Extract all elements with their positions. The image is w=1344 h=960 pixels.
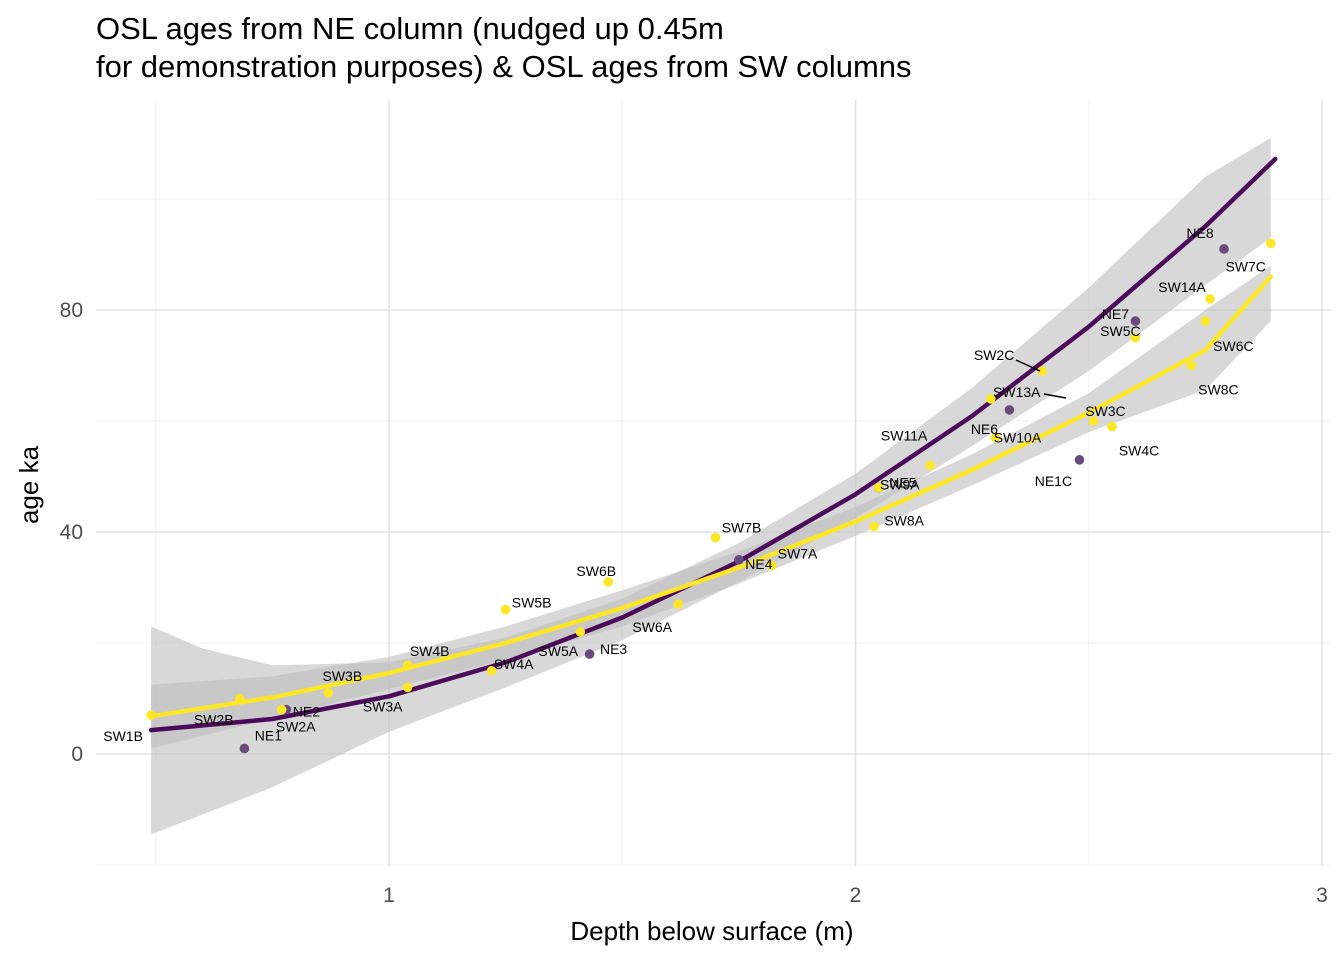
data-point-sw13a: [985, 394, 996, 404]
chart-title: OSL ages from NE column (nudged up 0.45m…: [96, 10, 912, 86]
point-label-sw9a: SW9A: [880, 477, 920, 493]
point-label-sw3b: SW3B: [323, 668, 363, 684]
data-point-sw3c: [1088, 416, 1099, 426]
y-tick-label: 0: [71, 743, 83, 766]
data-point-sw10a: [990, 432, 1001, 443]
y-tick-label: 80: [60, 299, 83, 322]
point-label-sw6c: SW6C: [1213, 338, 1253, 354]
point-label-sw10a: SW10A: [994, 430, 1042, 446]
point-label-ne7: NE7: [1102, 306, 1129, 322]
y-axis-title: age ka: [14, 445, 44, 524]
point-label-sw2b: SW2B: [194, 712, 234, 728]
point-label-ne6: NE6: [971, 421, 998, 437]
data-point-sw2a: [276, 704, 287, 715]
data-point-sw4b: [402, 660, 413, 670]
chart-title-line1: OSL ages from NE column (nudged up 0.45m: [96, 11, 724, 46]
tick-labels: 1 2 3 0 40 80: [60, 299, 1328, 907]
data-point-sw4c: [1107, 421, 1117, 432]
data-point-sw14a: [1205, 294, 1215, 304]
data-point-sw6c: [1200, 316, 1211, 326]
data-point-sw8c: [1186, 360, 1197, 371]
point-label-sw14a: SW14A: [1158, 279, 1206, 295]
data-point-sw5b: [500, 604, 511, 615]
point-label-sw3c: SW3C: [1085, 403, 1125, 419]
fit-line-sw: [148, 274, 1273, 719]
point-label-sw2a: SW2A: [276, 719, 316, 735]
data-points: [146, 238, 1276, 754]
point-label-sw4b: SW4B: [410, 643, 450, 659]
point-label-ne1c: NE1C: [1035, 473, 1072, 489]
data-point-ne8: [1219, 244, 1229, 254]
point-label-sw13a: SW13A: [993, 384, 1041, 400]
x-tick-label: 3: [1316, 884, 1328, 907]
data-point-ne1c: [1074, 455, 1085, 465]
point-label-sw8c: SW8C: [1198, 382, 1238, 398]
data-point-ne6: [1004, 405, 1015, 415]
data-point-sw3b: [323, 688, 334, 698]
point-label-sw5b: SW5B: [512, 595, 552, 611]
point-label-sw6a: SW6A: [632, 619, 672, 635]
point-label-sw7c: SW7C: [1225, 258, 1265, 274]
point-labels: NE1 NE2 NE3 NE4 NE5 NE6 NE1C NE7 NE8 SW1B SW2B SW2A…: [103, 225, 1266, 744]
data-point-sw9a: [874, 482, 884, 493]
point-label-ne3: NE3: [600, 641, 627, 657]
data-point-sw7b: [710, 532, 721, 543]
point-label-sw5c: SW5C: [1100, 323, 1140, 339]
point-label-sw3a: SW3A: [363, 698, 403, 714]
point-label-ne8: NE8: [1186, 225, 1213, 241]
data-point-sw7c: [1265, 238, 1276, 249]
fit-lines: [148, 156, 1278, 733]
chart-title-line2: for demonstration purposes) & OSL ages f…: [96, 49, 912, 84]
leader-line-sw2c: [1015, 359, 1041, 372]
data-point-sw7a: [766, 560, 777, 571]
point-label-sw7a: SW7A: [778, 545, 818, 561]
data-point-sw1b: [146, 710, 156, 720]
point-label-sw2c: SW2C: [974, 347, 1014, 363]
point-label-ne5: NE5: [889, 475, 916, 491]
ribbon-ne: [151, 137, 1271, 835]
x-tick-label: 2: [850, 884, 862, 907]
data-point-sw8a: [869, 521, 879, 532]
data-point-sw2c: [1037, 366, 1047, 376]
point-label-ne2: NE2: [293, 704, 320, 720]
point-label-sw4a: SW4A: [494, 656, 534, 672]
x-axis-title: Depth below surface (m): [570, 916, 853, 946]
point-label-ne1: NE1: [255, 727, 282, 743]
data-point-sw4a: [486, 665, 497, 676]
data-point-sw5c: [1130, 332, 1141, 343]
fit-line-ne: [148, 156, 1278, 733]
data-point-sw3a: [402, 682, 413, 693]
point-label-ne4: NE4: [745, 556, 772, 572]
data-point-ne4: [734, 554, 744, 565]
point-label-sw4c: SW4C: [1119, 443, 1159, 459]
data-point-sw6b: [603, 577, 614, 587]
point-label-sw5a: SW5A: [538, 643, 578, 659]
data-point-ne7: [1130, 316, 1141, 326]
point-label-sw7b: SW7B: [722, 520, 762, 536]
point-label-sw1b: SW1B: [103, 728, 143, 744]
data-point-ne1: [239, 743, 250, 754]
x-tick-label: 1: [383, 884, 395, 907]
data-point-ne3: [584, 649, 595, 659]
y-tick-label: 40: [60, 521, 83, 544]
data-point-sw2b: [234, 693, 245, 704]
data-point-sw5a: [575, 627, 586, 637]
confidence-ribbons: [151, 137, 1271, 835]
leader-line-sw13a: [1043, 393, 1067, 399]
data-point-sw11a: [925, 460, 935, 471]
data-point-sw6a: [673, 599, 684, 609]
point-label-sw8a: SW8A: [884, 512, 924, 528]
point-label-sw6b: SW6B: [576, 563, 616, 579]
point-label-sw11a: SW11A: [881, 427, 928, 443]
